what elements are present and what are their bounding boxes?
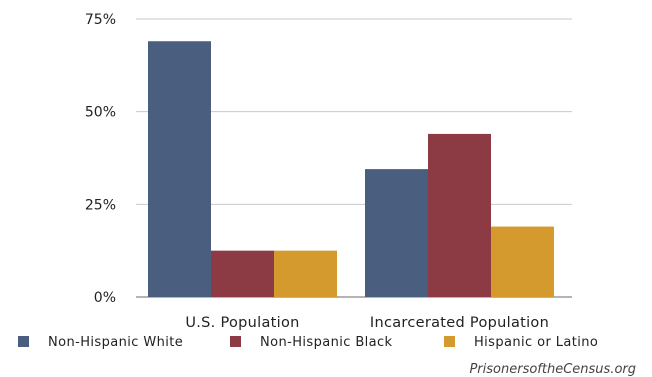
legend-label: Non-Hispanic Black: [260, 335, 393, 350]
bar: [148, 41, 211, 297]
legend-label: Hispanic or Latino: [474, 335, 598, 350]
legend-label: Non-Hispanic White: [48, 335, 183, 350]
bars: [148, 41, 554, 297]
legend-swatch: [18, 336, 29, 347]
bar: [491, 226, 554, 297]
bar: [211, 250, 274, 297]
category-label: Incarcerated Population: [370, 315, 549, 331]
legend: Non-Hispanic White Non-Hispanic Black Hisp…: [18, 335, 598, 350]
y-tick-label: 0%: [94, 290, 116, 306]
y-tick-label: 50%: [85, 105, 116, 121]
legend-swatch: [444, 336, 455, 347]
bar: [428, 133, 491, 297]
legend-swatch: [230, 336, 241, 347]
y-axis-tick-labels: 0% 25% 50% 75%: [85, 12, 116, 306]
category-label: U.S. Population: [185, 315, 299, 331]
y-tick-label: 25%: [85, 197, 116, 213]
x-axis-category-labels: U.S. Population Incarcerated Population: [185, 315, 549, 331]
bar: [365, 169, 428, 297]
y-tick-label: 75%: [85, 12, 116, 28]
bar: [274, 250, 337, 297]
source-credit: PrisonersoftheCensus.org: [469, 362, 636, 377]
